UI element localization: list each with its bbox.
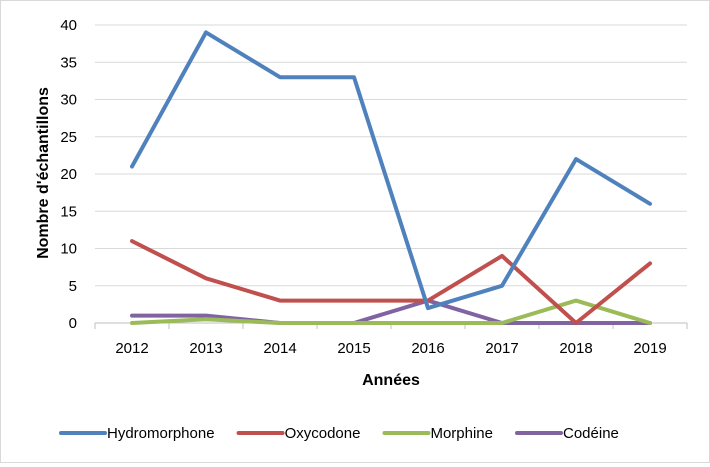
x-tick-label: 2014: [263, 340, 296, 357]
legend-label: Hydromorphone: [107, 425, 215, 442]
y-tick-label: 30: [60, 92, 77, 109]
axes: 0 5 10 15 20 25 30 35 40 2012 2013 2014 2015 2016 2017…: [60, 17, 688, 357]
y-tick-label: 20: [60, 166, 77, 183]
y-tick-label: 5: [69, 278, 77, 295]
y-tick-label: 15: [60, 203, 77, 220]
x-tick-label: 2013: [189, 340, 222, 357]
y-tick-label: 40: [60, 17, 77, 34]
series-line: [130, 30, 652, 311]
x-tick-label: 2016: [411, 340, 444, 357]
legend-label: Codéine: [563, 425, 619, 442]
series-line: [130, 298, 652, 325]
legend-item: Codéine: [515, 425, 619, 442]
y-tick-label: 0: [69, 315, 77, 332]
gridlines: [95, 24, 687, 287]
x-tick-label: 2019: [633, 340, 666, 357]
legend-item: Morphine: [382, 425, 493, 442]
x-axis-title: Années: [362, 372, 420, 389]
legend-item: Hydromorphone: [59, 425, 215, 442]
legend-label: Oxycodone: [285, 425, 361, 442]
y-tick-label: 35: [60, 54, 77, 71]
legend: Hydromorphone Oxycodone Morphine Codéine: [59, 425, 619, 442]
x-tick-label: 2017: [485, 340, 518, 357]
y-tick-label: 10: [60, 241, 77, 258]
series-line: [130, 298, 652, 325]
y-axis-title: Nombre d'échantillons: [35, 87, 52, 259]
x-tick-label: 2012: [115, 340, 148, 357]
legend-item: Oxycodone: [236, 425, 361, 442]
x-tick-label: 2015: [337, 340, 370, 357]
y-tick-label: 25: [60, 129, 77, 146]
legend-label: Morphine: [430, 425, 493, 442]
x-tick-label: 2018: [559, 340, 592, 357]
series-line: [130, 239, 652, 325]
series-lines: [130, 30, 652, 325]
